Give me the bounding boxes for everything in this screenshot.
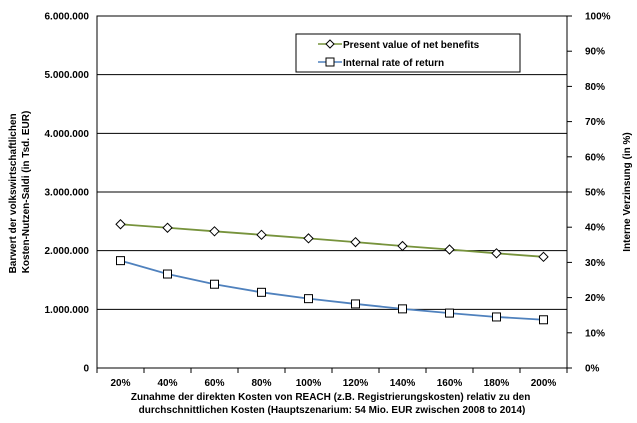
data-point [256,229,267,241]
y-right-tick-label: 100% [585,12,611,23]
y-axis-left-title: Barwert der volkswirtschaftlichen Kosten… [8,111,32,274]
y-right-tick-label: 60% [585,152,605,163]
y-right-tick-label: 0% [585,364,600,375]
x-tick-label: 140% [390,378,416,389]
legend-marker-square-icon [325,57,335,67]
y-left-tick-label: 6.000.000 [45,12,90,23]
data-point [257,287,266,297]
y-left-tick-label: 1.000.000 [45,305,90,316]
y-left-tick-label: 2.000.000 [45,246,90,257]
legend-entry-irr: Internal rate of return [318,57,444,69]
series-line [120,223,544,258]
y-right-tick-label: 10% [585,328,605,339]
data-point [351,299,360,309]
y-right-tick-label: 50% [585,188,605,199]
y-axis-right-title: Interne Verzinsung (in %) [622,132,633,251]
y-right-tick-label: 30% [585,258,605,269]
legend-marker-diamond-icon [325,39,335,49]
data-point [398,304,407,314]
data-point [210,279,219,289]
series-present-value [115,219,549,263]
x-axis-title: Zunahme der direkten Kosten von REACH (z… [131,392,533,416]
data-point [116,256,125,266]
data-point [492,312,501,322]
y-right-tick-label: 80% [585,82,605,93]
y-right-tick-label: 90% [585,47,605,58]
data-point [444,244,455,255]
legend-label-irr: Internal rate of return [343,58,444,69]
data-point [115,219,126,230]
x-tick-label: 40% [157,378,177,389]
x-tick-label: 160% [437,378,463,389]
y-left-tick-label: 5.000.000 [45,70,90,81]
data-point [397,240,408,252]
legend: Present value of net benefits Internal r… [295,33,521,73]
legend-label-present-value: Present value of net benefits [343,40,480,51]
x-tick-label: 200% [531,378,557,389]
x-axis-ticks [96,368,568,373]
data-point [163,269,172,279]
series-irr [116,256,548,325]
data-point [209,226,220,237]
gridlines [97,74,567,310]
data-point [304,294,313,304]
data-point [303,233,314,244]
legend-entry-present-value: Present value of net benefits [318,39,480,51]
x-tick-label: 180% [484,378,510,389]
data-point [491,248,502,259]
data-point [445,308,454,318]
data-point [162,222,173,233]
x-tick-label: 120% [343,378,369,389]
x-axis-labels: 20% 40% 60% 80% 100% 120% 140% 160% 180% 200% [110,378,556,389]
y-right-tick-label: 20% [585,293,605,304]
y-axis-left-labels: 0 1.000.000 2.000.000 3.000.000 4.000.000 5.0… [45,12,90,375]
data-point [350,236,361,248]
y-left-tick-label: 4.000.000 [45,129,90,140]
y-left-tick-label: 3.000.000 [45,188,90,199]
data-point [539,315,548,325]
y-right-tick-label: 40% [585,223,605,234]
plot-area [96,15,568,373]
y-left-tick-label: 0 [83,364,89,375]
series-layer [115,219,549,325]
series-line [120,259,544,321]
y-axis-right-labels: 0% 10% 20% 30% 40% 50% 60% 70% 80% 90% 100% [567,12,611,375]
x-tick-label: 20% [110,378,130,389]
data-point [538,251,549,263]
x-tick-label: 60% [204,378,224,389]
x-tick-label: 80% [251,378,271,389]
y-right-tick-label: 70% [585,117,605,128]
x-tick-label: 100% [296,378,322,389]
